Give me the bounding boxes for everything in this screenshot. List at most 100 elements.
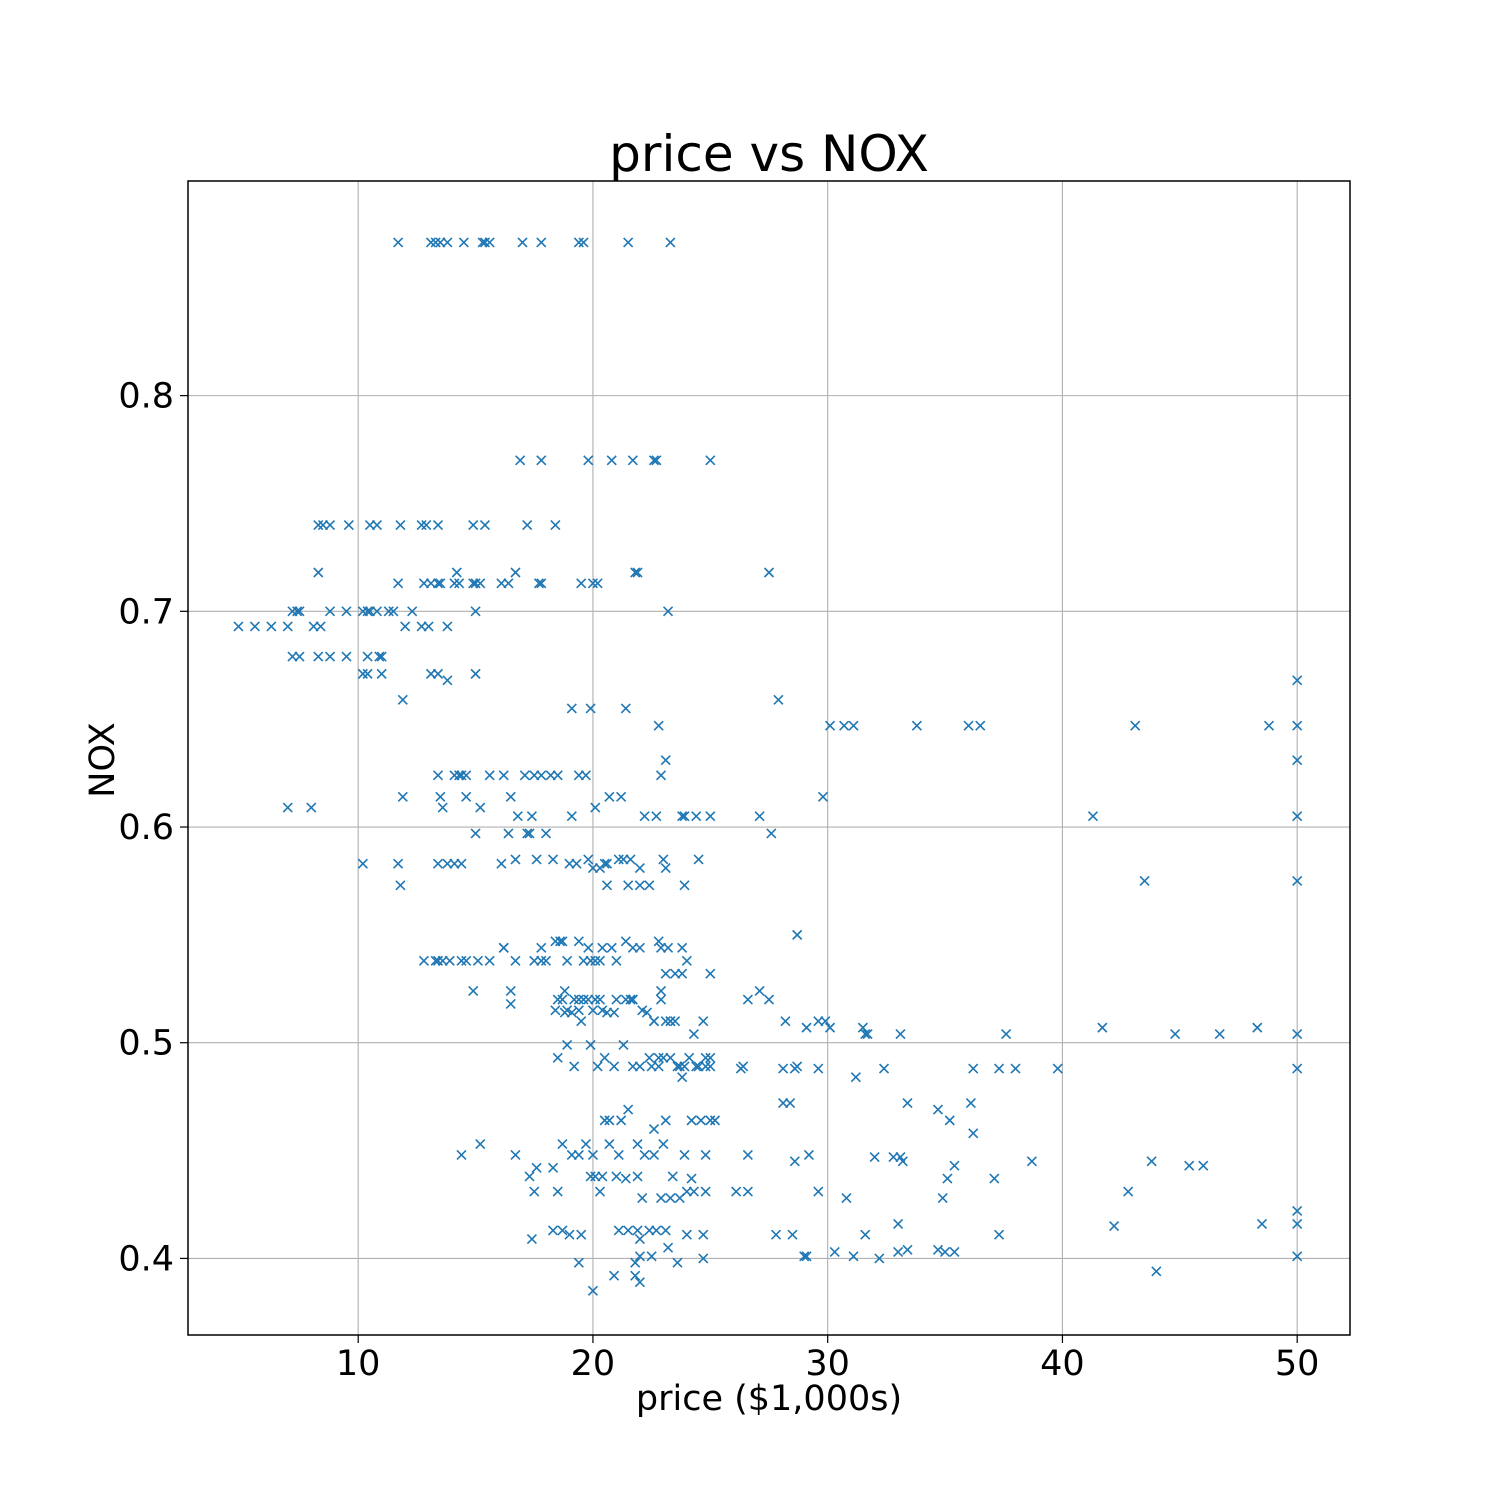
data-point <box>432 519 444 531</box>
data-point <box>766 828 777 839</box>
data-point <box>484 955 495 966</box>
data-point <box>421 519 432 531</box>
data-point <box>522 519 533 531</box>
data-point <box>949 1246 960 1258</box>
data-point <box>569 1061 580 1072</box>
data-point <box>592 578 603 589</box>
data-point <box>841 1192 852 1204</box>
data-point <box>437 802 448 813</box>
data-point <box>1263 720 1275 731</box>
data-point <box>533 578 545 589</box>
data-point <box>435 578 446 589</box>
data-point <box>547 1225 559 1236</box>
data-point <box>623 1225 634 1236</box>
data-point <box>939 1246 951 1258</box>
data-point <box>606 455 617 466</box>
data-point <box>686 1173 697 1184</box>
data-point <box>510 1149 521 1160</box>
data-point <box>679 1061 690 1072</box>
data-point <box>585 703 596 714</box>
data-point <box>1151 1266 1162 1277</box>
data-point <box>693 854 704 865</box>
data-point <box>705 455 716 466</box>
data-point <box>850 1072 861 1083</box>
data-point <box>475 578 486 589</box>
chart-title: price vs NOX <box>609 125 929 183</box>
axis-ticks: 10 20 30 40 50 0.4 0.5 0.6 0.7 0.8 <box>118 377 1319 1384</box>
data-point <box>655 1192 667 1204</box>
data-point <box>634 942 645 953</box>
data-point <box>601 858 613 869</box>
data-point <box>660 1016 671 1027</box>
data-point <box>684 1052 695 1063</box>
data-point <box>613 854 624 865</box>
data-point <box>660 1115 671 1126</box>
data-point <box>1292 675 1303 686</box>
data-point <box>599 858 610 869</box>
data-point <box>613 1149 624 1160</box>
data-point <box>604 1115 615 1126</box>
data-point <box>1097 1022 1108 1033</box>
data-point <box>590 1171 601 1182</box>
data-point <box>282 621 293 632</box>
data-point <box>609 1061 620 1072</box>
data-point <box>799 1251 810 1262</box>
data-point <box>968 1063 979 1074</box>
data-point <box>449 578 460 589</box>
data-point <box>587 1005 599 1016</box>
data-point <box>944 1115 955 1126</box>
data-point <box>1214 1029 1225 1040</box>
data-point <box>540 828 552 839</box>
data-point <box>705 1061 716 1072</box>
data-point <box>902 1098 913 1109</box>
data-point <box>700 1186 711 1197</box>
data-point <box>580 1139 591 1150</box>
data-point <box>667 1171 678 1182</box>
data-point <box>555 936 566 947</box>
data-point <box>735 1063 746 1074</box>
data-point <box>653 936 664 947</box>
data-point <box>599 1052 610 1063</box>
data-point <box>857 1022 868 1033</box>
data-point <box>639 811 650 822</box>
data-point <box>597 942 608 953</box>
data-point <box>742 1149 753 1160</box>
data-point <box>393 578 404 589</box>
data-point <box>470 828 481 839</box>
data-point <box>632 1139 643 1150</box>
data-point <box>655 770 667 781</box>
data-point <box>573 1257 584 1268</box>
data-point <box>1087 811 1099 822</box>
data-point <box>512 811 523 822</box>
data-point <box>848 720 859 731</box>
data-point <box>505 998 516 1009</box>
data-point <box>634 1061 645 1072</box>
data-point <box>646 1251 657 1262</box>
data-point <box>789 1156 800 1167</box>
data-point <box>742 1186 753 1197</box>
data-point <box>672 1257 683 1268</box>
data-point <box>651 1225 662 1236</box>
data-point <box>1292 811 1303 822</box>
data-point <box>536 455 547 466</box>
data-point <box>376 651 387 662</box>
data-point <box>573 936 584 947</box>
x-tick-label: 50 <box>1275 1344 1320 1384</box>
data-point <box>573 994 584 1005</box>
data-point <box>778 1063 789 1074</box>
data-point <box>611 955 622 966</box>
data-point <box>294 651 305 662</box>
data-point <box>698 1016 709 1027</box>
data-point <box>731 1186 742 1197</box>
data-point <box>627 994 638 1005</box>
data-point <box>456 955 467 966</box>
x-tick-label: 20 <box>571 1344 616 1384</box>
data-point <box>599 1115 610 1126</box>
data-point <box>705 1115 716 1126</box>
data-point <box>564 1229 575 1240</box>
data-point <box>515 455 526 466</box>
data-point <box>949 1160 960 1171</box>
data-point <box>848 1251 859 1262</box>
data-point <box>470 606 481 617</box>
x-tick-label: 40 <box>1040 1344 1085 1384</box>
